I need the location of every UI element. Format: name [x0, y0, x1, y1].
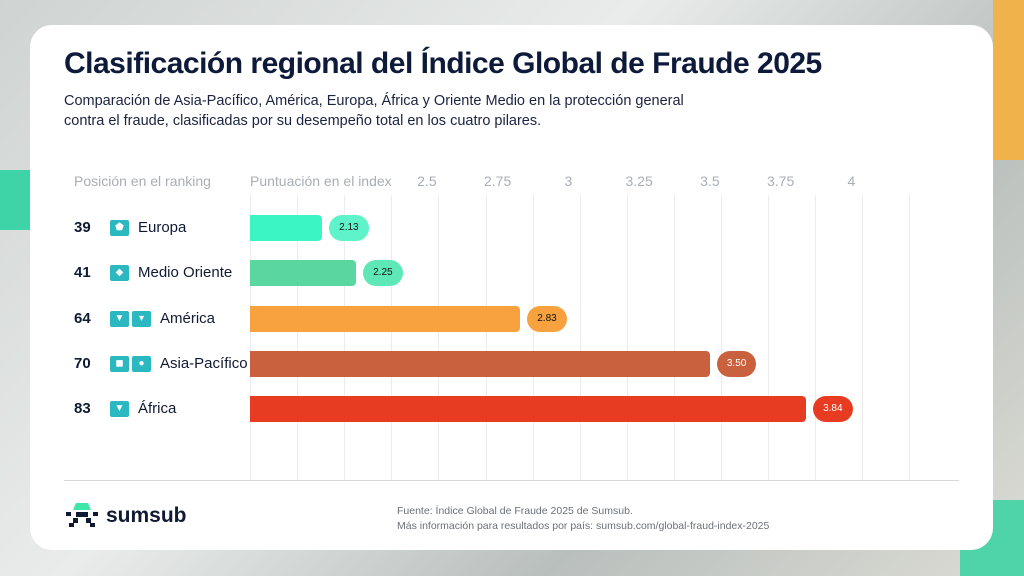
source-line: Fuente: Índice Global de Fraude 2025 de …: [397, 505, 633, 517]
sumsub-logo-icon: [66, 503, 98, 527]
logo-text: sumsub: [106, 504, 187, 527]
rank-value: 83: [74, 400, 91, 418]
bar-row: 41 ◆ Medio Oriente 2.25: [30, 260, 993, 287]
data-label: 2.83: [527, 305, 567, 332]
gridline: [250, 195, 251, 480]
bar-row: 70 ◼ ● Asia-Pacífico 3.50: [30, 350, 993, 377]
x-tick-label: 3.25: [625, 173, 653, 189]
gridline: [391, 195, 393, 480]
south-america-map-icon: ▾: [132, 310, 151, 327]
axis-baseline: [64, 480, 959, 481]
region-icons: ◼ ●: [110, 355, 151, 372]
category-label: América: [160, 309, 216, 327]
data-label: 2.25: [363, 260, 403, 287]
gridline: [815, 195, 817, 480]
gridline: [438, 195, 440, 480]
category-label: Asia-Pacífico: [160, 354, 248, 372]
gridline: [297, 195, 299, 480]
x-tick-label: 2.5: [417, 173, 437, 189]
middle-east-map-icon: ◆: [110, 265, 129, 282]
region-icons: ▼ ▾: [110, 310, 151, 327]
europe-map-icon: ⬟: [110, 220, 129, 236]
sumsub-logo: sumsub: [64, 503, 187, 529]
bar-row: 64 ▼ ▾ América 2.83: [30, 305, 993, 332]
asia-map-icon: ◼: [110, 355, 129, 372]
source-note: Fuente: Índice Global de Fraude 2025 de …: [397, 504, 769, 534]
africa-map-icon: ▼: [110, 401, 129, 418]
chart-subtitle: Comparación de Asia-Pacífico, América, E…: [64, 93, 684, 129]
rank-value: 41: [74, 264, 91, 282]
category-label: Europa: [138, 219, 187, 236]
source-link-line: Más información para resultados por país…: [397, 520, 770, 532]
rank-value: 64: [74, 309, 91, 327]
chart-title: Clasificación regional del Índice Global…: [64, 47, 822, 80]
gridline: [532, 195, 534, 480]
gridline: [721, 195, 722, 480]
region-icons: ◆: [110, 265, 129, 282]
chart-card: Clasificación regional del Índice Global…: [30, 25, 993, 550]
bar: [250, 396, 807, 423]
gridline: [579, 195, 581, 480]
gridline: [862, 195, 864, 480]
x-axis-label: Puntuación en el index: [250, 173, 392, 189]
data-label: 2.13: [329, 215, 369, 241]
x-tick-label: 3.75: [767, 173, 795, 189]
gridline: [768, 195, 770, 480]
region-icons: ⬟: [110, 220, 129, 236]
gridline: [626, 195, 628, 480]
bar-row: 83 ▼ África 3.84: [30, 396, 993, 423]
data-label: 3.84: [813, 396, 853, 423]
category-label: Medio Oriente: [138, 264, 233, 282]
data-label: 3.50: [716, 350, 757, 377]
x-tick-label: 2.75: [484, 173, 512, 189]
rank-header: Posición en el ranking: [74, 173, 211, 189]
bar-row: 39 ⬟ Europa 2.13: [30, 215, 993, 241]
background-decoration: [993, 0, 1024, 160]
x-tick-label: 3.5: [700, 173, 720, 189]
rank-value: 39: [74, 219, 91, 236]
bar: [250, 350, 710, 377]
region-icons: ▼: [110, 401, 129, 418]
gridline: [909, 195, 911, 480]
bar: [250, 215, 323, 241]
rank-value: 70: [74, 354, 91, 372]
bar: [250, 260, 357, 287]
x-tick-label: 4: [847, 173, 856, 189]
gridline: [344, 195, 346, 480]
x-tick-label: 3: [564, 173, 573, 189]
gridline: [485, 195, 487, 480]
gridline: [673, 195, 675, 480]
category-label: África: [138, 400, 177, 418]
australia-map-icon: ●: [132, 355, 151, 372]
bar: [250, 305, 521, 332]
north-america-map-icon: ▼: [110, 310, 129, 327]
